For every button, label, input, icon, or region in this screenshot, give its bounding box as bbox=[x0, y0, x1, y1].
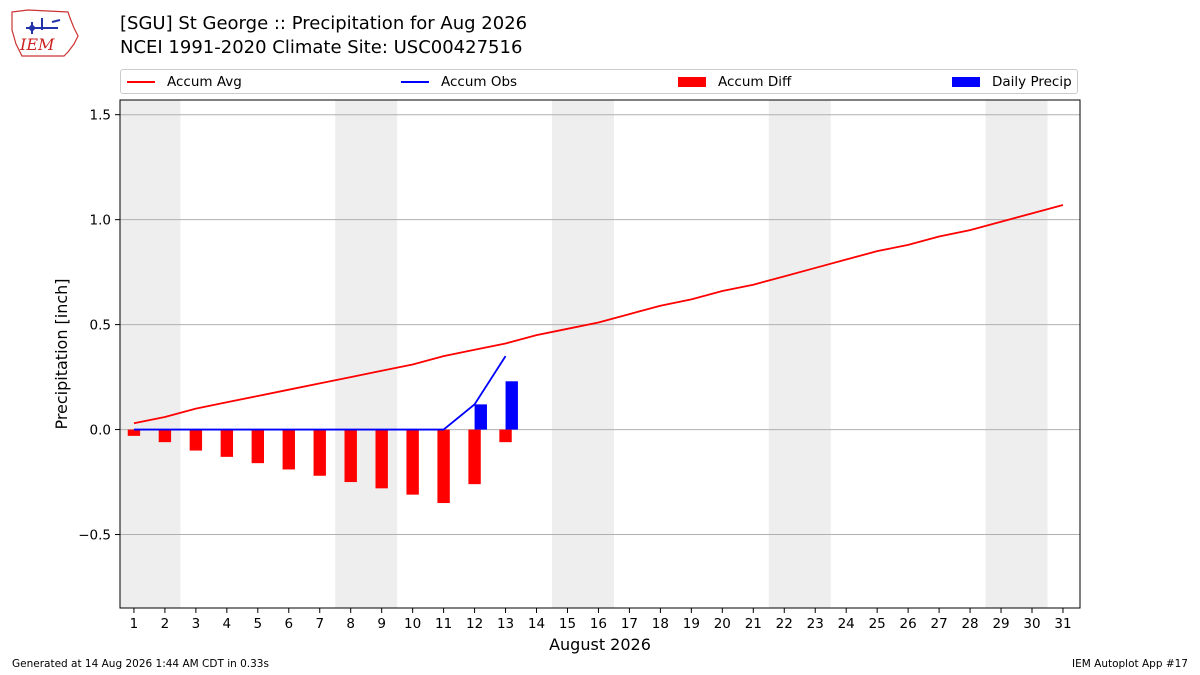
x-tick-label: 10 bbox=[404, 616, 421, 632]
x-tick-label: 14 bbox=[528, 616, 545, 632]
legend-entry-accum-diff: Accum Diff bbox=[678, 73, 791, 91]
legend-entry-accum-avg: Accum Avg bbox=[127, 73, 242, 91]
accum-diff-bar bbox=[437, 429, 450, 504]
x-tick-label: 13 bbox=[497, 616, 514, 632]
legend-label-daily-precip: Daily Precip bbox=[992, 74, 1072, 90]
x-tick-label: 23 bbox=[807, 616, 824, 632]
x-tick-label: 7 bbox=[315, 616, 324, 632]
y-axis-label: Precipitation [inch] bbox=[52, 278, 71, 429]
iem-logo: IEM bbox=[11, 9, 79, 57]
accum-diff-bar bbox=[158, 429, 172, 443]
y-tick-label: 0.0 bbox=[90, 423, 111, 439]
accum-obs-line bbox=[133, 355, 507, 431]
x-tick-label: 9 bbox=[377, 616, 386, 632]
x-tick-label: 29 bbox=[992, 616, 1009, 632]
accum-diff-bar bbox=[375, 429, 388, 489]
legend: Accum Avg Accum Obs Accum Diff Daily Pre… bbox=[120, 69, 1078, 94]
legend-swatch-daily-precip bbox=[952, 77, 980, 87]
legend-label-accum-avg: Accum Avg bbox=[167, 74, 242, 90]
accum-avg-line bbox=[133, 204, 1064, 425]
chart-subtitle: NCEI 1991-2020 Climate Site: USC00427516 bbox=[120, 37, 523, 58]
x-tick-label: 17 bbox=[621, 616, 638, 632]
weekend-band bbox=[768, 100, 831, 608]
x-tick-label: 15 bbox=[559, 616, 576, 632]
accum-diff-bar bbox=[127, 429, 141, 436]
accum-diff-bar bbox=[220, 429, 234, 457]
x-axis-label: August 2026 bbox=[549, 635, 651, 654]
x-tick-label: 2 bbox=[161, 616, 170, 632]
x-tick-label: 28 bbox=[961, 616, 978, 632]
chart-title: [SGU] St George :: Precipitation for Aug… bbox=[120, 13, 528, 34]
accum-diff-bar bbox=[406, 429, 419, 495]
app-credit: IEM Autoplot App #17 bbox=[1072, 658, 1188, 670]
legend-swatch-accum-obs bbox=[401, 81, 429, 83]
x-tick-label: 25 bbox=[869, 616, 886, 632]
generated-timestamp: Generated at 14 Aug 2026 1:44 AM CDT in … bbox=[12, 658, 269, 670]
x-tick-label: 8 bbox=[346, 616, 355, 632]
legend-swatch-accum-avg bbox=[127, 81, 155, 83]
x-tick-label: 31 bbox=[1054, 616, 1071, 632]
accum-diff-bar bbox=[189, 429, 203, 451]
x-tick-label: 6 bbox=[284, 616, 293, 632]
x-tick-label: 4 bbox=[223, 616, 232, 632]
weekend-band bbox=[335, 100, 398, 608]
y-tick-label: 1.5 bbox=[90, 108, 111, 124]
weekend-band bbox=[985, 100, 1048, 608]
accum-diff-bar bbox=[251, 429, 264, 464]
x-tick-label: 3 bbox=[192, 616, 201, 632]
y-tick-label: 1.0 bbox=[90, 213, 111, 229]
x-tick-label: 22 bbox=[776, 616, 793, 632]
x-tick-label: 19 bbox=[683, 616, 700, 632]
x-tick-label: 16 bbox=[590, 616, 607, 632]
x-tick-label: 30 bbox=[1023, 616, 1040, 632]
x-tick-label: 18 bbox=[652, 616, 669, 632]
legend-swatch-accum-diff bbox=[678, 77, 706, 87]
y-tick-label: 0.5 bbox=[90, 318, 111, 334]
legend-label-accum-obs: Accum Obs bbox=[441, 74, 518, 90]
x-tick-label: 24 bbox=[838, 616, 855, 632]
daily-precip-bar bbox=[474, 404, 487, 430]
y-tick-label: −0.5 bbox=[78, 528, 111, 544]
logo-text: IEM bbox=[19, 35, 55, 54]
accum-diff-bar bbox=[468, 429, 481, 485]
x-tick-label: 26 bbox=[900, 616, 917, 632]
x-tick-label: 12 bbox=[466, 616, 483, 632]
accum-diff-bar bbox=[344, 429, 357, 483]
legend-label-accum-diff: Accum Diff bbox=[718, 74, 792, 90]
x-tick-label: 1 bbox=[130, 616, 139, 632]
x-tick-label: 27 bbox=[931, 616, 948, 632]
daily-precip-bar bbox=[505, 381, 518, 430]
accum-diff-bar bbox=[282, 429, 295, 470]
legend-entry-daily-precip: Daily Precip bbox=[952, 73, 1072, 91]
x-tick-label: 5 bbox=[254, 616, 263, 632]
weekend-band bbox=[120, 100, 181, 608]
plot-frame bbox=[119, 99, 1081, 609]
legend-entry-accum-obs: Accum Obs bbox=[401, 73, 517, 91]
x-tick-label: 21 bbox=[745, 616, 762, 632]
weekend-band bbox=[552, 100, 614, 608]
accum-diff-bar bbox=[499, 429, 512, 443]
x-tick-label: 11 bbox=[435, 616, 452, 632]
x-tick-label: 20 bbox=[714, 616, 731, 632]
accum-diff-bar bbox=[313, 429, 326, 476]
